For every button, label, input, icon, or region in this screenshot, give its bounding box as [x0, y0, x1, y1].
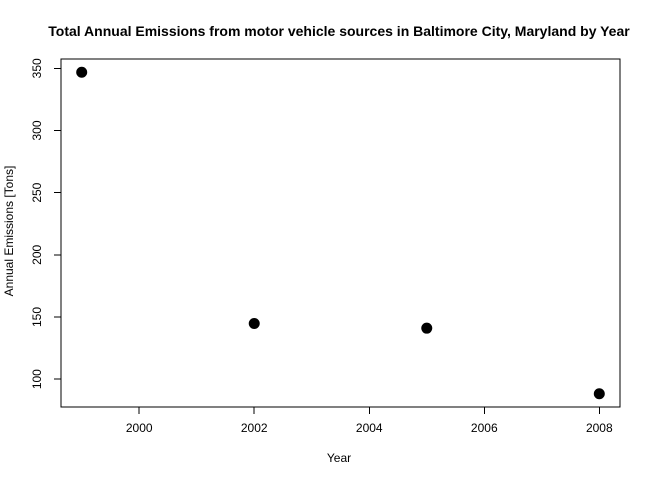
x-tick-label: 2002 — [241, 421, 268, 435]
data-point — [593, 388, 605, 400]
x-tick-label: 2004 — [356, 421, 383, 435]
y-tick-label: 100 — [30, 369, 44, 389]
y-tick-label: 150 — [30, 307, 44, 327]
x-axis-title: Year — [327, 451, 351, 465]
data-point — [248, 317, 260, 329]
data-point — [421, 322, 433, 334]
y-axis: 100 150 200 250 300 350 — [30, 58, 62, 389]
x-axis: 2000 2002 2004 2006 2008 — [126, 406, 613, 435]
plot-area — [60, 58, 621, 408]
chart-title: Total Annual Emissions from motor vehicl… — [48, 23, 630, 39]
data-points — [76, 66, 605, 400]
x-tick-label: 2006 — [471, 421, 498, 435]
data-point — [76, 66, 88, 78]
y-tick-label: 350 — [30, 58, 44, 78]
x-tick-label: 2000 — [126, 421, 153, 435]
y-tick-label: 200 — [30, 244, 44, 264]
y-tick-label: 300 — [30, 120, 44, 140]
y-axis-title: Annual Emissions [Tons] — [2, 166, 16, 297]
x-tick-label: 2008 — [586, 421, 613, 435]
y-tick-label: 250 — [30, 182, 44, 202]
